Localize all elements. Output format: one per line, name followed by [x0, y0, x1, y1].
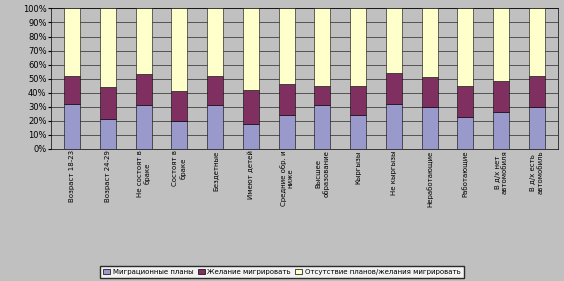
Bar [493, 81, 509, 112]
Bar [314, 8, 331, 86]
Bar [100, 8, 116, 87]
Bar [529, 8, 545, 76]
Bar [171, 121, 187, 149]
Bar [422, 77, 438, 107]
Bar [529, 107, 545, 149]
Bar [314, 86, 331, 105]
Bar [171, 8, 187, 91]
Bar [207, 76, 223, 105]
Bar [493, 8, 509, 81]
Bar [171, 91, 187, 121]
Bar [457, 86, 473, 117]
Bar [457, 8, 473, 86]
Bar [386, 104, 402, 149]
Bar [279, 8, 295, 84]
Bar [64, 104, 80, 149]
Bar [350, 8, 366, 86]
Bar [136, 105, 152, 149]
Bar [243, 124, 259, 149]
Bar [422, 107, 438, 149]
Bar [136, 74, 152, 105]
Bar [386, 8, 402, 73]
Bar [64, 76, 80, 104]
Bar [314, 105, 331, 149]
Bar [350, 86, 366, 115]
Bar [279, 115, 295, 149]
Bar [64, 8, 80, 76]
Legend: Миграционные планы, Желание мигрировать, Отсутствие планов/желания мигрировать: Миграционные планы, Желание мигрировать,… [100, 266, 464, 278]
Bar [100, 119, 116, 149]
Bar [386, 73, 402, 104]
Bar [350, 115, 366, 149]
Bar [207, 105, 223, 149]
Bar [136, 8, 152, 74]
Bar [100, 87, 116, 119]
Bar [457, 117, 473, 149]
Bar [207, 8, 223, 76]
Bar [243, 90, 259, 124]
Bar [422, 8, 438, 77]
Bar [493, 112, 509, 149]
Bar [243, 8, 259, 90]
Bar [279, 84, 295, 115]
Bar [529, 76, 545, 107]
